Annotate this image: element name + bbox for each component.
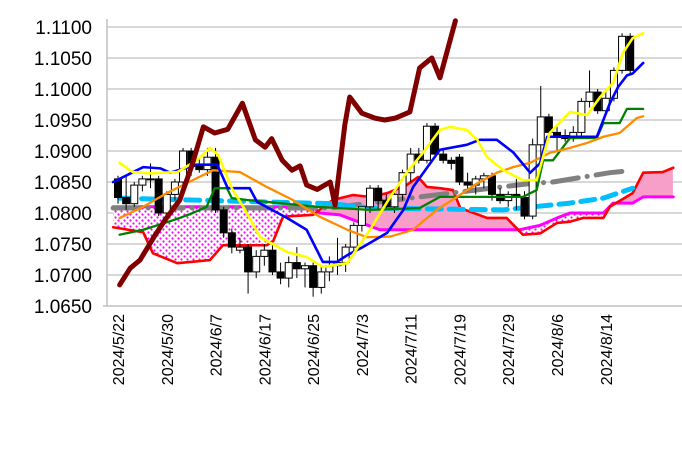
blue-line — [111, 61, 645, 264]
y-tick-label: 1.0750 — [34, 235, 92, 256]
x-tick-label: 2024/5/22 — [111, 314, 128, 385]
candle-bearish — [122, 197, 131, 205]
x-tick-label: 2024/6/25 — [306, 314, 323, 385]
candle-bearish — [463, 181, 472, 186]
candle-bearish — [626, 35, 635, 71]
candle-bullish — [577, 100, 586, 133]
maroon-line — [117, 18, 458, 288]
indicator-lines-front — [111, 18, 645, 288]
x-tick-label: 2024/6/17 — [257, 314, 274, 385]
x-tick-label: 2024/7/29 — [501, 314, 518, 385]
candle-bearish — [439, 153, 448, 161]
candle-bearish — [219, 209, 228, 234]
candle-bearish — [487, 175, 496, 195]
x-axis-tick-labels: 2024/5/22 2024/5/30 2024/6/7 2024/6/17 2024/… — [111, 314, 616, 385]
candle-bearish — [244, 246, 253, 273]
x-tick-label: 2024/7/19 — [452, 314, 469, 385]
y-axis-tick-labels: 1.1100 1.1050 1.1000 1.0950 1.0900 1.0850 1.08… — [34, 18, 92, 318]
candle-bullish — [260, 249, 269, 257]
candle-bullish — [357, 206, 366, 226]
x-tick-label: 2024/7/11 — [404, 314, 421, 384]
candle-bullish — [366, 187, 375, 208]
x-tick-label: 2024/8/14 — [599, 314, 616, 385]
candle-bearish — [455, 156, 464, 183]
candle-bullish — [317, 271, 326, 288]
candle-bearish — [520, 197, 529, 217]
candle-bullish — [130, 184, 139, 205]
candle-bearish — [553, 131, 562, 136]
candle-bullish — [585, 91, 594, 102]
candle-bearish — [374, 187, 383, 202]
candle-bearish — [309, 265, 318, 288]
yellow-line — [118, 31, 645, 269]
candle-bearish — [292, 262, 301, 270]
candle-bearish — [195, 166, 204, 171]
candle-bearish — [276, 271, 285, 279]
y-tick-label: 1.1000 — [34, 80, 92, 101]
x-tick-label: 2024/7/3 — [355, 314, 372, 376]
candle-bullish — [349, 224, 358, 248]
y-tick-label: 1.1050 — [34, 49, 92, 70]
red-line — [111, 166, 675, 265]
y-tick-label: 1.0800 — [34, 204, 92, 225]
x-tick-label: 2024/5/30 — [160, 314, 177, 385]
y-tick-label: 1.0650 — [34, 297, 92, 318]
candle-bearish — [211, 156, 220, 211]
candle-bearish — [227, 232, 236, 248]
x-tick-label: 2024/6/7 — [209, 314, 226, 376]
y-tick-label: 1.0950 — [34, 111, 92, 132]
magenta-line — [111, 195, 675, 232]
y-tick-label: 1.0850 — [34, 173, 92, 194]
candle-bullish — [300, 265, 309, 270]
y-tick-label: 1.1100 — [35, 18, 92, 39]
x-tick-label: 2024/8/6 — [550, 314, 567, 376]
candle-bullish — [138, 178, 147, 186]
candle-bullish — [536, 116, 545, 146]
y-tick-label: 1.0900 — [34, 142, 92, 163]
axes — [103, 19, 682, 307]
candle-bullish — [146, 178, 155, 181]
candle-bullish — [252, 255, 261, 273]
candle-bearish — [268, 249, 277, 273]
candle-bullish — [284, 262, 293, 279]
candle-bullish — [235, 246, 244, 251]
candle-bearish — [447, 159, 456, 164]
y-tick-label: 1.0700 — [34, 266, 92, 287]
orange-line — [118, 115, 645, 239]
candle-bullish — [390, 193, 399, 208]
